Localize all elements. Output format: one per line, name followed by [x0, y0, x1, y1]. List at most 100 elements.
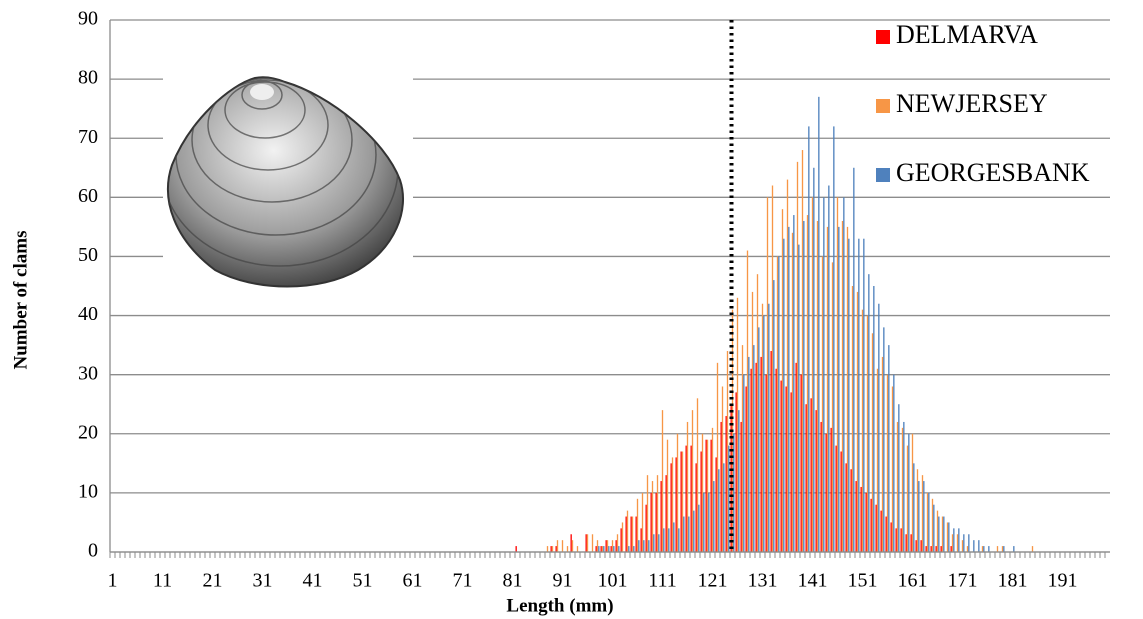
bar: [927, 493, 928, 552]
bar: [821, 422, 822, 552]
bar: [881, 511, 882, 552]
bar: [792, 233, 793, 552]
clam-image: [148, 70, 418, 298]
bar: [942, 517, 943, 552]
bar: [678, 528, 679, 552]
bar: [807, 215, 808, 552]
bar: [778, 256, 779, 552]
bar: [556, 546, 557, 552]
bar: [603, 546, 604, 552]
bar: [771, 351, 772, 552]
bar: [557, 540, 558, 552]
bar: [653, 534, 654, 552]
bar: [787, 180, 788, 552]
bar: [817, 221, 818, 552]
x-tick-label: 111: [648, 570, 677, 592]
bar: [571, 534, 572, 552]
bar: [932, 499, 933, 552]
bar: [857, 292, 858, 552]
bar: [952, 534, 953, 552]
bar: [766, 375, 767, 552]
x-tick-label: 71: [453, 570, 473, 592]
x-axis-title: Length (mm): [506, 595, 613, 616]
bar: [797, 162, 798, 552]
bar: [923, 481, 924, 552]
bar: [551, 546, 552, 552]
bar: [693, 511, 694, 552]
bar: [957, 534, 958, 552]
bar: [901, 528, 902, 552]
bar: [516, 546, 517, 552]
bar: [898, 404, 899, 552]
bar: [747, 251, 748, 552]
bar: [822, 256, 823, 552]
x-tick-label: 81: [503, 570, 523, 592]
x-tick-label: 181: [998, 570, 1028, 592]
bar: [671, 463, 672, 552]
bar: [606, 540, 607, 552]
x-tick-label: 101: [598, 570, 628, 592]
bar: [868, 274, 869, 552]
bar: [831, 428, 832, 552]
bar: [756, 363, 757, 552]
bar: [796, 363, 797, 552]
bar: [598, 546, 599, 552]
bar: [861, 487, 862, 552]
bar: [922, 475, 923, 552]
bar: [841, 452, 842, 552]
bar: [621, 528, 622, 552]
bar: [676, 457, 677, 552]
bar: [967, 546, 968, 552]
bar: [737, 298, 738, 552]
bar: [742, 345, 743, 552]
bar: [802, 150, 803, 552]
bar: [813, 168, 814, 552]
bar: [633, 546, 634, 552]
bar: [781, 381, 782, 552]
bar: [638, 540, 639, 552]
bar: [596, 546, 597, 552]
bar: [878, 304, 879, 552]
y-tick-label: 0: [88, 540, 98, 562]
bar: [753, 345, 754, 552]
bar: [636, 517, 637, 552]
bar: [767, 197, 768, 552]
y-tick-label: 20: [78, 421, 98, 443]
x-tick-label: 161: [898, 570, 928, 592]
x-tick-label: 141: [798, 570, 828, 592]
bar: [978, 540, 979, 552]
bar: [836, 446, 837, 552]
bar: [687, 422, 688, 552]
bar: [962, 540, 963, 552]
bar: [928, 493, 929, 552]
bar: [886, 517, 887, 552]
bar: [953, 528, 954, 552]
bar: [631, 517, 632, 552]
bar: [911, 534, 912, 552]
bar: [716, 457, 717, 552]
y-tick-label: 30: [78, 362, 98, 384]
bar: [562, 540, 563, 552]
bar: [801, 375, 802, 552]
bar: [682, 452, 683, 552]
bar: [723, 463, 724, 552]
bar: [757, 274, 758, 552]
bar: [848, 239, 849, 552]
bar: [793, 215, 794, 552]
bar: [883, 327, 884, 552]
bar: [611, 546, 612, 552]
bar: [643, 540, 644, 552]
y-tick-label: 70: [78, 126, 98, 148]
bar: [612, 540, 613, 552]
bar: [968, 534, 969, 552]
bar: [686, 446, 687, 552]
bar: [867, 316, 868, 552]
bar: [873, 286, 874, 552]
x-tick-label: 51: [353, 570, 373, 592]
bar: [592, 534, 593, 552]
bar: [658, 534, 659, 552]
bar: [937, 511, 938, 552]
bar: [746, 386, 747, 552]
bar: [601, 546, 602, 552]
bar: [726, 416, 727, 552]
